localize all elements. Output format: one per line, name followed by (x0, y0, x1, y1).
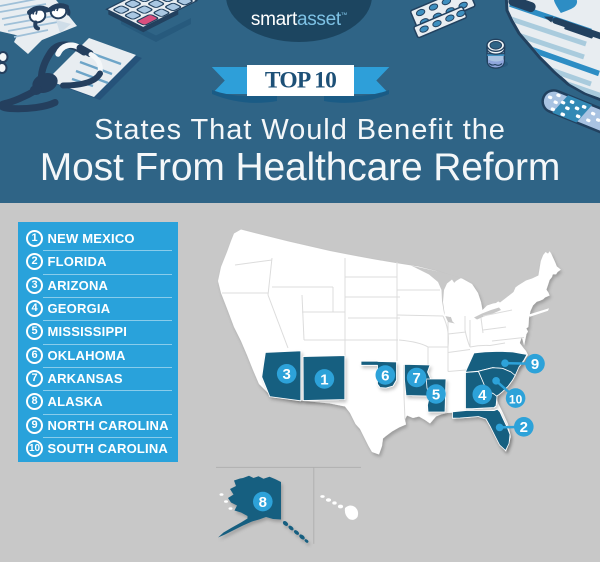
svg-text:3: 3 (283, 366, 291, 383)
svg-text:6: 6 (381, 367, 389, 384)
svg-text:smartasset™: smartasset™ (251, 9, 347, 30)
svg-text:1: 1 (320, 371, 328, 388)
svg-text:7: 7 (412, 370, 420, 387)
svg-text:2: 2 (520, 419, 528, 436)
svg-text:9: 9 (531, 356, 539, 373)
svg-text:5: 5 (432, 386, 440, 403)
svg-text:10: 10 (509, 392, 523, 406)
svg-text:TOP 10: TOP 10 (265, 68, 336, 94)
svg-text:8: 8 (259, 494, 267, 511)
svg-text:4: 4 (478, 387, 487, 404)
